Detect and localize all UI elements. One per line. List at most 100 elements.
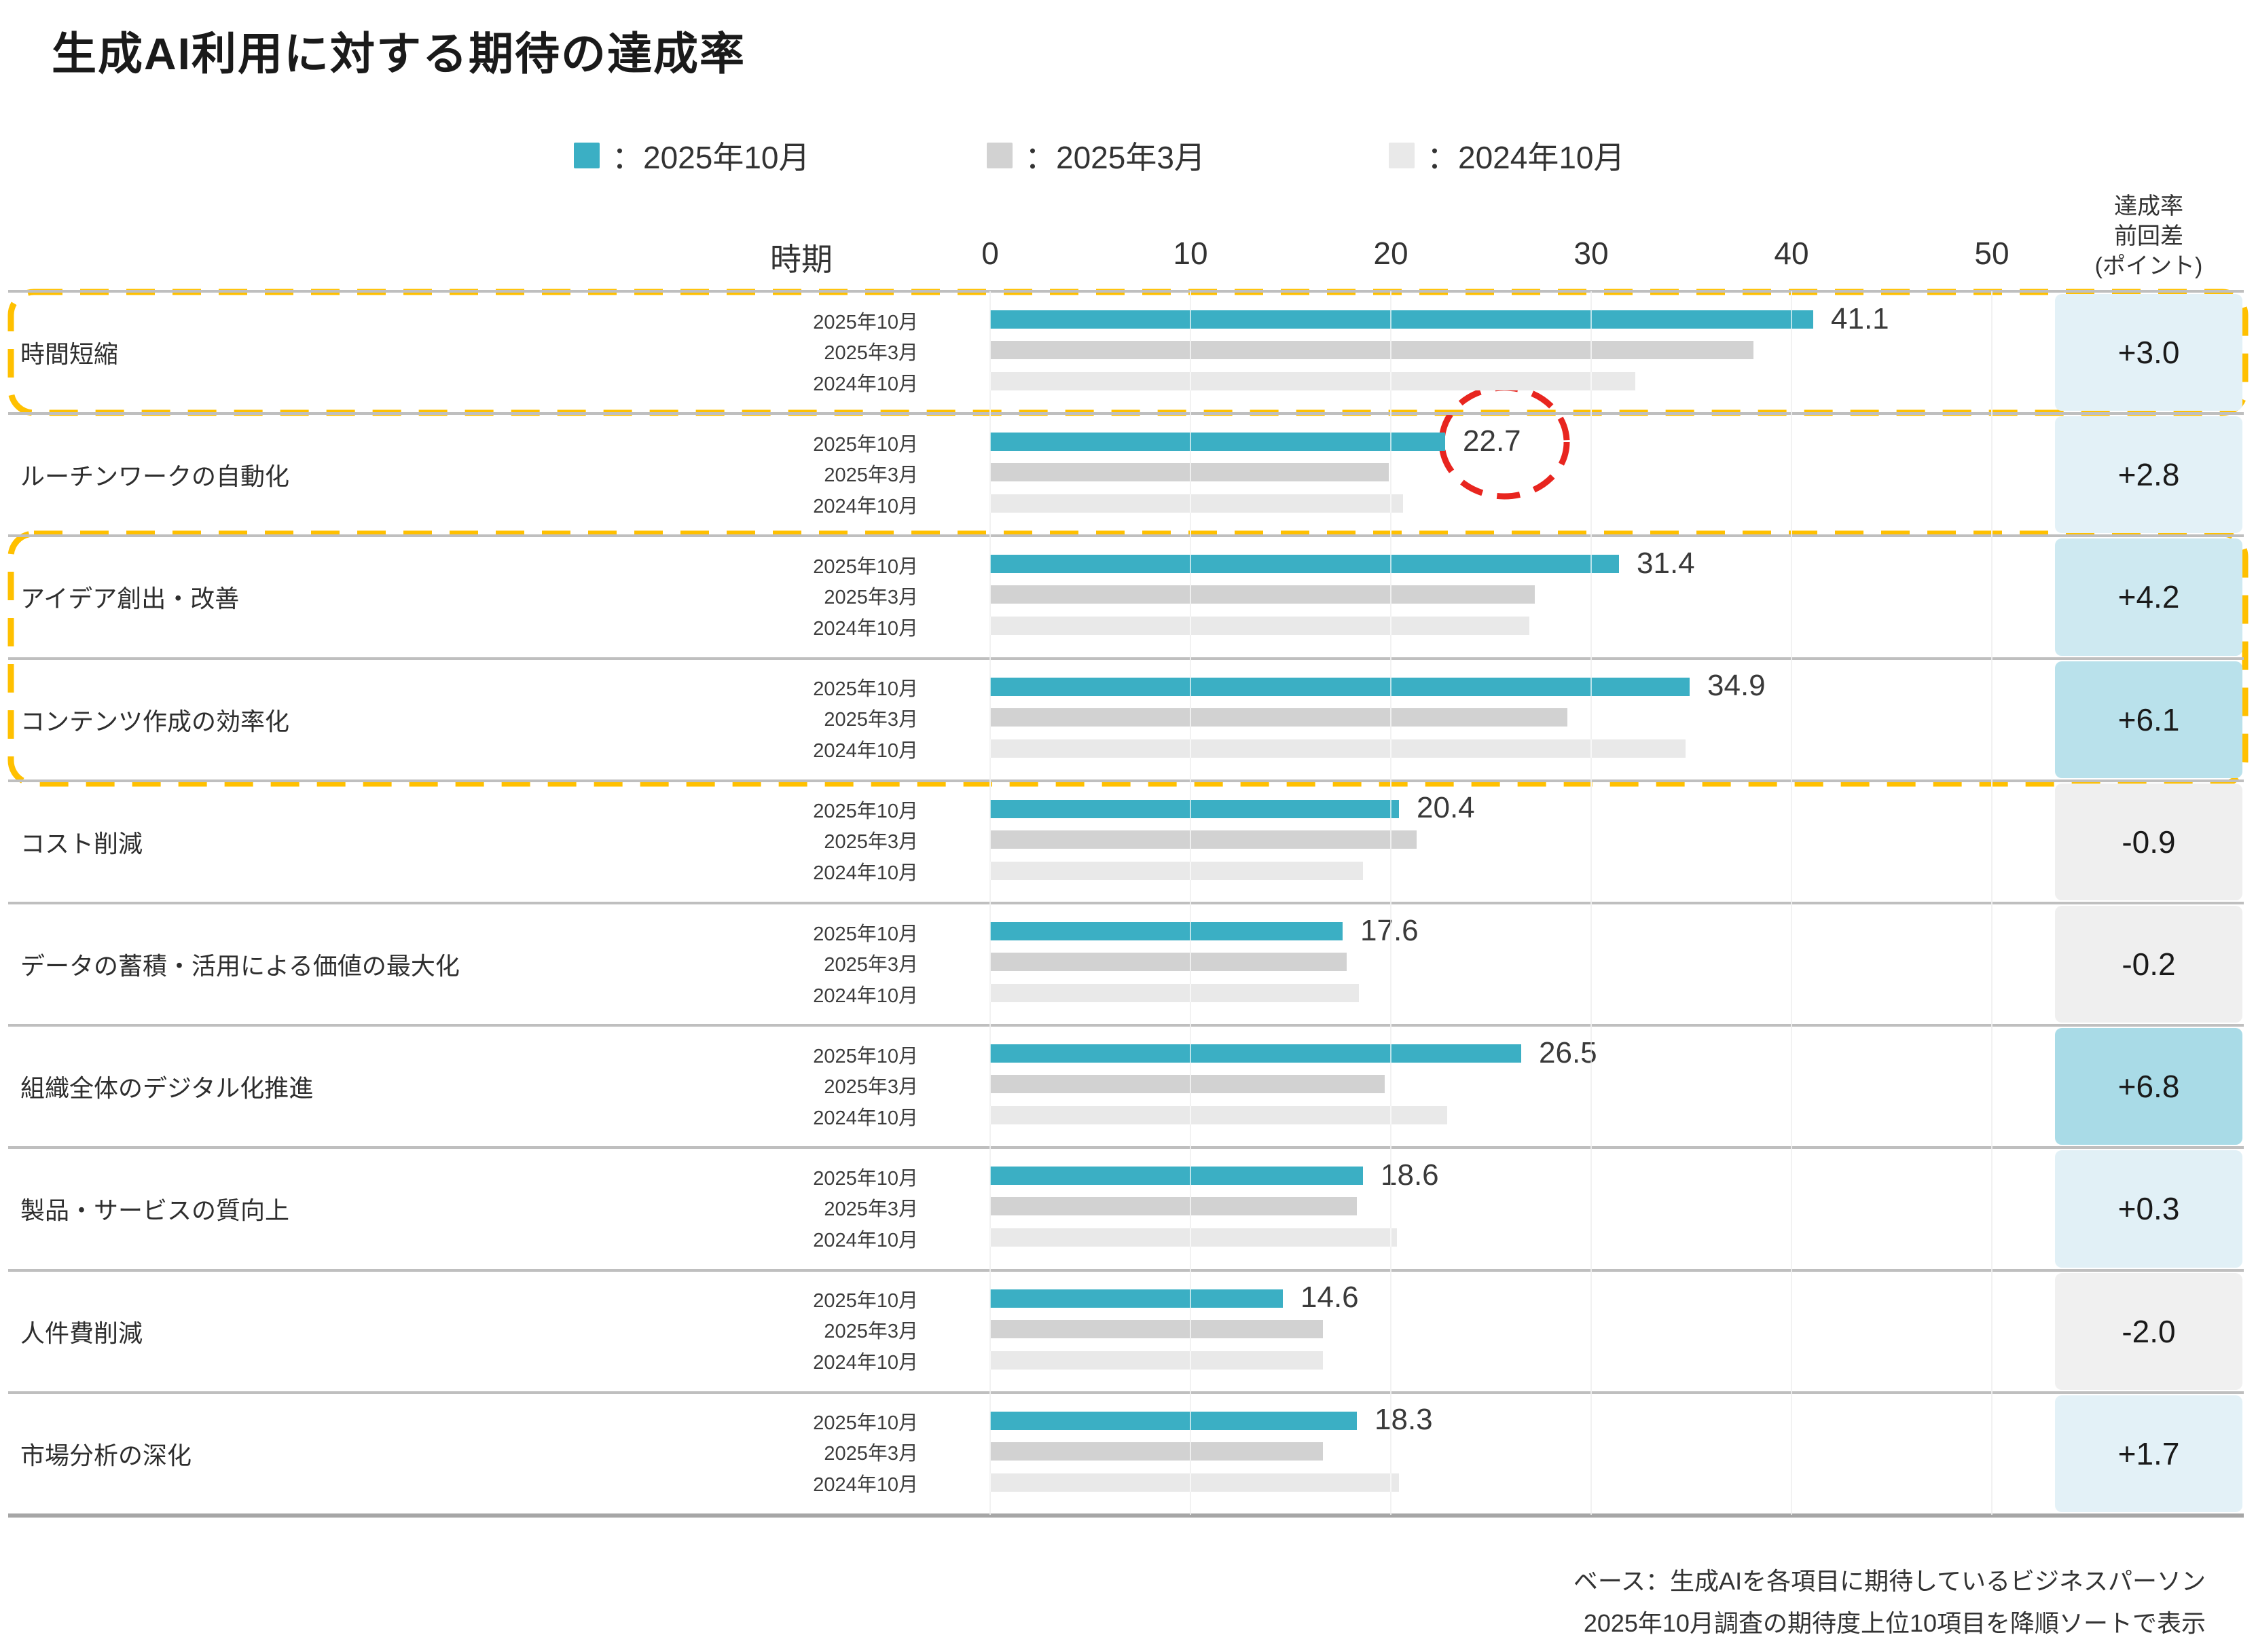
value-label: 34.9 [1707, 669, 1766, 703]
separator-line [8, 534, 2244, 537]
separator-line [8, 779, 2244, 782]
period-label-2024-10: 2024年10月 [813, 495, 918, 517]
legend-swatch-2025-10-icon [574, 143, 600, 168]
period-label-2024-10: 2024年10月 [813, 1107, 918, 1129]
gridline [989, 291, 991, 1515]
footnote-line-1: ベース：生成AIを各項目に期待しているビジネスパーソン [1573, 1567, 2206, 1595]
diff-value-cell: -2.0 [2055, 1272, 2242, 1390]
gridline [1590, 291, 1592, 1515]
category-label: 製品・サービスの質向上 [20, 1196, 290, 1225]
bar-2025-10 [990, 1044, 1521, 1063]
period-label-2025-03: 2025年3月 [824, 464, 918, 486]
bar-2025-10 [990, 1167, 1363, 1186]
footnote-line-2: 2025年10月調査の期待度上位10項目を降順ソートで表示 [1583, 1609, 2206, 1637]
separator-line [8, 1391, 2244, 1394]
chart-row: 市場分析の深化 2025年10月 2025年3月 2024年10月 18.3 +1.7 [0, 1393, 2256, 1515]
bar-2024-10 [990, 1351, 1323, 1370]
bar-2025-03 [990, 463, 1389, 482]
diff-value-cell: +4.2 [2055, 538, 2242, 656]
axis-tick-label: 10 [1173, 236, 1208, 271]
legend-swatch-2024-10-icon [1389, 143, 1415, 168]
period-label-2024-10: 2024年10月 [813, 617, 918, 640]
diff-value-cell: +0.3 [2055, 1150, 2242, 1268]
bar-2025-03 [990, 1197, 1357, 1216]
period-label-2025-03: 2025年3月 [824, 342, 918, 364]
value-label: 41.1 [1831, 301, 1889, 335]
legend-swatch-2025-03-icon [987, 143, 1013, 168]
value-label: 18.3 [1375, 1403, 1433, 1437]
chart-row: コンテンツ作成の効率化 2025年10月 2025年3月 2024年10月 34.9 +6… [0, 659, 2256, 781]
diff-value-cell: +3.0 [2055, 294, 2242, 411]
separator-line [8, 1024, 2244, 1027]
chart-row: 人件費削減 2025年10月 2025年3月 2024年10月 14.6 -2.0 [0, 1270, 2256, 1393]
legend-item-2025-10: ：2025年10月 [574, 139, 810, 175]
diff-value-cell: +2.8 [2055, 416, 2242, 534]
separator-line [8, 1146, 2244, 1149]
bar-2025-10 [990, 922, 1343, 940]
category-label: ルーチンワークの自動化 [20, 462, 290, 491]
period-label-2025-10: 2025年10月 [813, 555, 918, 578]
chart-row: アイデア創出・改善 2025年10月 2025年3月 2024年10月 31.4 +4.2 [0, 536, 2256, 658]
bar-2024-10 [990, 739, 1686, 758]
bar-2025-03 [990, 830, 1417, 849]
category-label: データの蓄積・活用による価値の最大化 [20, 952, 460, 980]
period-label-2025-03: 2025年3月 [824, 1076, 918, 1098]
legend-item-2025-03: ：2025年3月 [987, 139, 1205, 175]
gridline [1390, 291, 1391, 1515]
separator-line [8, 902, 2244, 904]
period-label-2025-10: 2025年10月 [813, 433, 918, 456]
period-label-2025-10: 2025年10月 [813, 311, 918, 333]
bar-2025-03 [990, 585, 1535, 604]
bar-2025-03 [990, 1075, 1385, 1094]
period-label-2024-10: 2024年10月 [813, 1229, 918, 1251]
separator-line [8, 1513, 2244, 1518]
chart-row: ルーチンワークの自動化 2025年10月 2025年3月 2024年10月 22.7 +2… [0, 414, 2256, 536]
bar-2024-10 [990, 1228, 1397, 1247]
bar-2025-10 [990, 1411, 1357, 1430]
diff-value-cell: -0.2 [2055, 906, 2242, 1023]
period-label-2024-10: 2024年10月 [813, 1474, 918, 1497]
value-label: 18.6 [1381, 1158, 1439, 1192]
period-label-2025-10: 2025年10月 [813, 1045, 918, 1067]
period-label-2025-10: 2025年10月 [813, 801, 918, 823]
bar-2025-10 [990, 433, 1445, 452]
bar-2025-03 [990, 953, 1347, 971]
bar-2025-10 [990, 677, 1690, 696]
period-label-2025-10: 2025年10月 [813, 678, 918, 701]
legend-item-2024-10: ：2024年10月 [1389, 139, 1625, 175]
axis-tick-label: 40 [1774, 236, 1809, 271]
bar-2025-03 [990, 708, 1567, 727]
category-label: 市場分析の深化 [20, 1441, 192, 1469]
legend-label: ：2025年3月 [1025, 140, 1205, 175]
period-label-2025-10: 2025年10月 [813, 1167, 918, 1190]
value-label: 22.7 [1463, 424, 1521, 458]
value-label: 14.6 [1300, 1281, 1359, 1315]
bar-2025-03 [990, 1319, 1323, 1338]
diff-column-header: 達成率 前回差 (ポイント) [2094, 194, 2203, 279]
legend-label: ：2025年10月 [612, 140, 810, 175]
axis-tick-label: 20 [1373, 236, 1408, 271]
bar-2024-10 [990, 494, 1403, 513]
period-label-2025-03: 2025年3月 [824, 831, 918, 853]
chart-row: 製品・サービスの質向上 2025年10月 2025年3月 2024年10月 18.6 +0… [0, 1148, 2256, 1270]
period-label-2025-03: 2025年3月 [824, 709, 918, 731]
bar-2024-10 [990, 861, 1363, 880]
period-label-2025-03: 2025年3月 [824, 1443, 918, 1465]
period-label-2025-10: 2025年10月 [813, 1290, 918, 1313]
bar-2024-10 [990, 372, 1635, 390]
axis-tick-label: 0 [981, 236, 999, 271]
period-label-2025-03: 2025年3月 [824, 1321, 918, 1343]
bar-2025-03 [990, 1442, 1323, 1461]
period-label-2025-10: 2025年10月 [813, 1412, 918, 1435]
period-label-2025-10: 2025年10月 [813, 923, 918, 945]
diff-value-cell: +6.1 [2055, 661, 2242, 778]
separator-line [8, 1269, 2244, 1272]
diff-value-cell: +1.7 [2055, 1395, 2242, 1512]
value-label: 31.4 [1637, 546, 1695, 580]
category-label: コスト削減 [20, 829, 143, 858]
period-label-2024-10: 2024年10月 [813, 862, 918, 885]
bar-2025-10 [990, 1289, 1283, 1308]
period-label-2024-10: 2024年10月 [813, 1352, 918, 1374]
chart-row: 時間短縮 2025年10月 2025年3月 2024年10月 41.1 +3.0 [0, 291, 2256, 414]
